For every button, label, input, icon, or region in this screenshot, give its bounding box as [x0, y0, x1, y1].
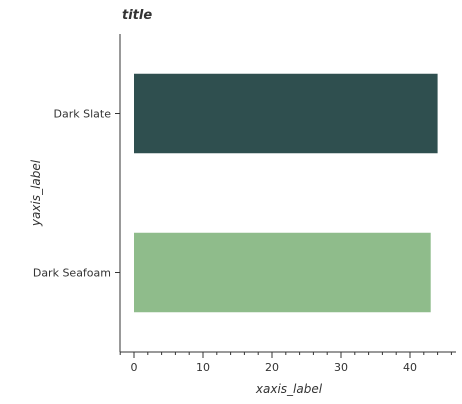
bar-dark-slate	[134, 73, 438, 154]
x-tick-label-10: 10	[196, 361, 210, 374]
y-tick-label-dark-seafoam: Dark Seafoam	[33, 267, 111, 280]
x-tick-label-0: 0	[131, 361, 138, 374]
y-axis: Dark Seafoam Dark Slate	[33, 34, 121, 352]
y-axis-label: yaxis_label	[29, 159, 43, 227]
x-axis-label: xaxis_label	[255, 382, 323, 396]
chart-title: title	[122, 8, 152, 23]
y-tick-label-dark-slate: Dark Slate	[54, 108, 112, 121]
x-tick-label-30: 30	[334, 361, 348, 374]
bars-group	[134, 73, 438, 313]
x-tick-label-20: 20	[265, 361, 279, 374]
bar-dark-seafoam	[134, 232, 431, 313]
x-axis: 0 10 20 30 40	[119, 351, 456, 374]
x-tick-label-40: 40	[403, 361, 417, 374]
